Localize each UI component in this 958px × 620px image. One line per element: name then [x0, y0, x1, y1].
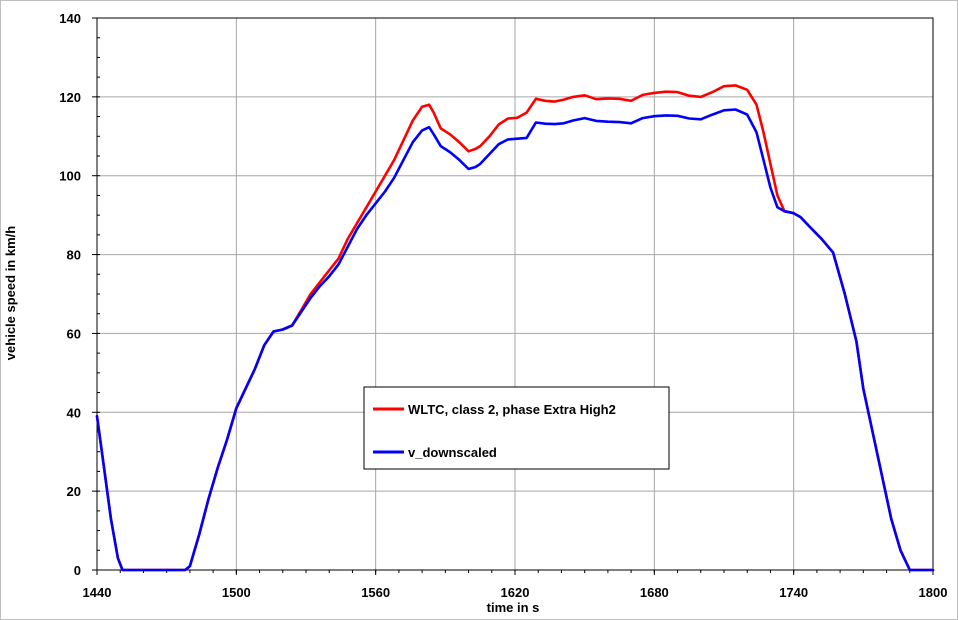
x-tick-label: 1620	[501, 585, 530, 600]
x-tick-label: 1680	[640, 585, 669, 600]
series-layer	[95, 84, 935, 572]
y-tick-label: 0	[74, 563, 81, 578]
legend-box	[363, 386, 670, 470]
y-tick-label: 80	[67, 248, 81, 263]
x-tick-label: 1560	[361, 585, 390, 600]
x-tick-label: 1440	[83, 585, 112, 600]
y-tick-label: 60	[67, 326, 81, 341]
x-axis-title: time in s	[487, 600, 540, 615]
x-tick-label: 1800	[919, 585, 948, 600]
y-tick-label: 120	[59, 90, 81, 105]
series-line-1	[95, 108, 935, 572]
x-tick-label: 1740	[779, 585, 808, 600]
y-axis-title: vehicle speed in km/h	[3, 226, 18, 360]
legend-label-wltc: WLTC, class 2, phase Extra High2	[408, 402, 616, 417]
y-tick-label: 20	[67, 484, 81, 499]
legend: WLTC, class 2, phase Extra High2 v_downs…	[363, 386, 670, 470]
y-tick-label: 100	[59, 169, 81, 184]
grid	[96, 17, 934, 571]
x-axis: 1440 1500 1560 1620 1680 1740 1800	[83, 570, 948, 600]
y-axis: 0 20 40 60 80 100 120 140	[59, 11, 100, 578]
y-tick-label: 40	[67, 405, 81, 420]
legend-label-v-downscaled: v_downscaled	[408, 445, 497, 460]
y-tick-label: 140	[59, 11, 81, 26]
x-tick-label: 1500	[222, 585, 251, 600]
